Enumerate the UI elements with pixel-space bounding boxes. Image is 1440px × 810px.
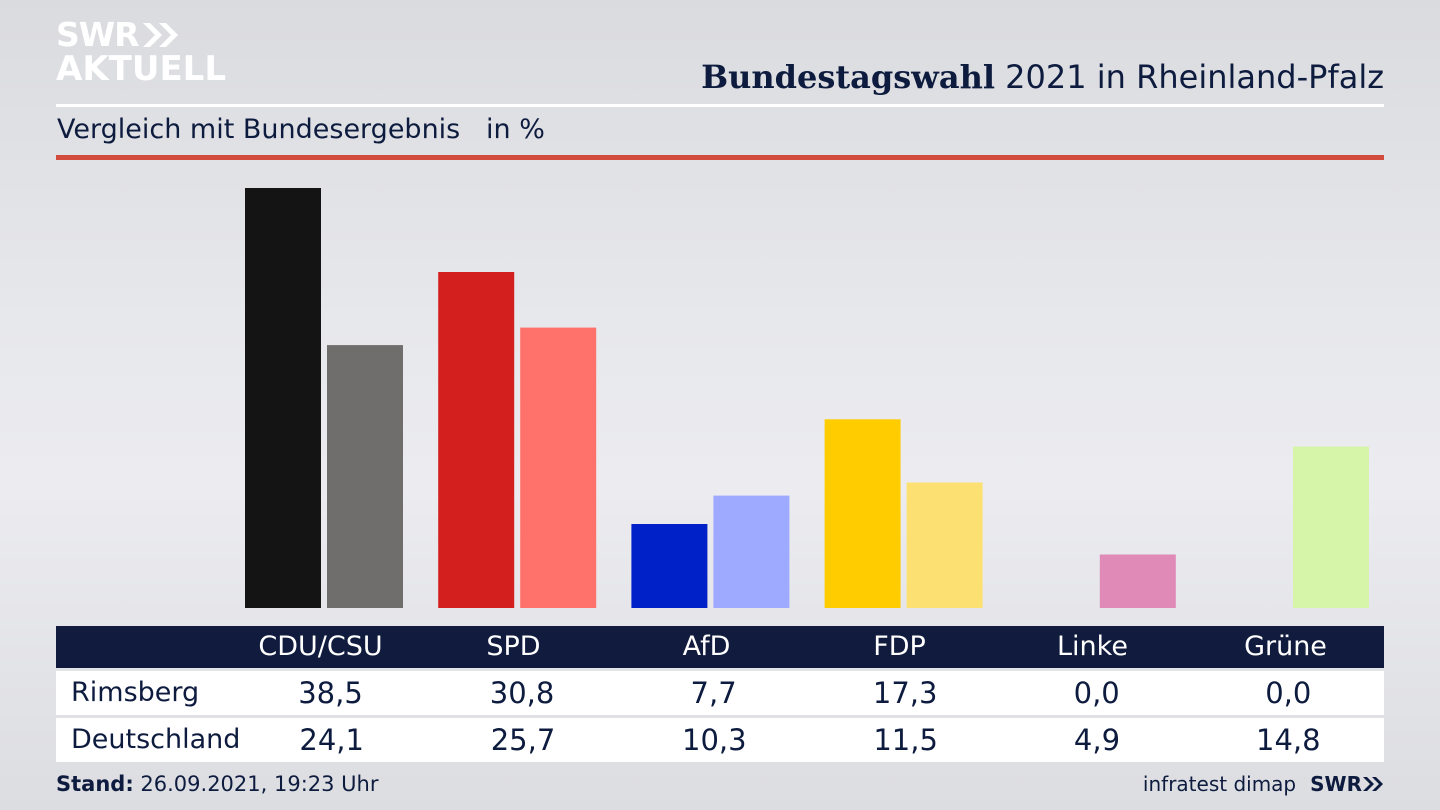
chevrons-icon [142,23,178,47]
bar-spd-deutschland [520,327,597,608]
bar-fdp-rimsberg [824,419,901,608]
table-row: Deutschland 24,1 25,7 10,3 11,5 4,9 14,8 [56,718,1384,762]
bar-afd-deutschland [713,495,790,608]
chart-subtitle: Vergleich mit Bundesergebnis in % [57,114,545,145]
accent-divider [56,155,1384,160]
header-party: SPD [486,631,541,662]
swr-brand: SWR [1310,772,1362,796]
header-party: Linke [1057,631,1128,662]
value-cell: 4,9 [1073,723,1121,757]
bar-linke-deutschland [1099,554,1176,608]
bar-cdu-csu-deutschland [327,345,403,608]
value-cell: 0,0 [1073,676,1120,710]
header-party: AfD [682,631,731,662]
value-cell: 30,8 [489,676,555,710]
bar-gr-ne-deutschland [1293,446,1369,608]
value-cell: 11,5 [873,723,938,757]
bar-spd-rimsberg [438,272,515,608]
table-header: CDU/CSU SPD AfD FDP Linke Grüne [56,626,1384,668]
logo-aktuell-text: AKTUELL [56,49,227,89]
title-rest: 2021 in Rheinland-Pfalz [995,58,1384,96]
chevrons-icon [1363,777,1383,791]
table-row: Rimsberg 38,5 30,8 7,7 17,3 0,0 0,0 [56,671,1384,715]
value-cell: 7,7 [690,676,737,710]
logo-swr-text: SWR [56,15,140,54]
value-cell: 0,0 [1265,676,1312,710]
value-cell: 24,1 [299,723,364,757]
page-title: Bundestagswahl 2021 in Rheinland-Pfalz [701,58,1384,96]
value-cell: 25,7 [490,723,556,757]
bar-fdp-deutschland [906,482,983,608]
header-party: Grüne [1244,631,1327,662]
swr-aktuell-logo: SWR AKTUELL [56,15,227,89]
stand-label: Stand: [56,772,134,796]
value-cell: 17,3 [872,676,938,710]
value-cell: 38,5 [298,676,363,710]
header-spacer [56,626,224,668]
source-label: infratest dimap [1142,772,1297,796]
value-cell: 10,3 [682,723,747,757]
header-divider [56,104,1384,107]
header-party: CDU/CSU [258,631,383,662]
timestamp: Stand: 26.09.2021, 19:23 Uhr [56,772,379,796]
bar-afd-rimsberg [631,524,708,608]
title-bold: Bundestagswahl [701,58,995,96]
value-cell: 14,8 [1256,723,1321,757]
bar-cdu-csu-rimsberg [245,188,321,608]
stand-value: 26.09.2021, 19:23 Uhr [133,772,379,796]
header-party: FDP [873,631,926,662]
row-label: Rimsberg [71,677,200,708]
swr-footer-logo: SWR [1310,772,1384,796]
bar-chart [245,188,1369,608]
source-credit: infratest dimap SWR [1143,772,1384,796]
results-table: CDU/CSU SPD AfD FDP Linke Grüne Rimsberg… [56,626,1384,762]
row-label: Deutschland [71,724,241,755]
